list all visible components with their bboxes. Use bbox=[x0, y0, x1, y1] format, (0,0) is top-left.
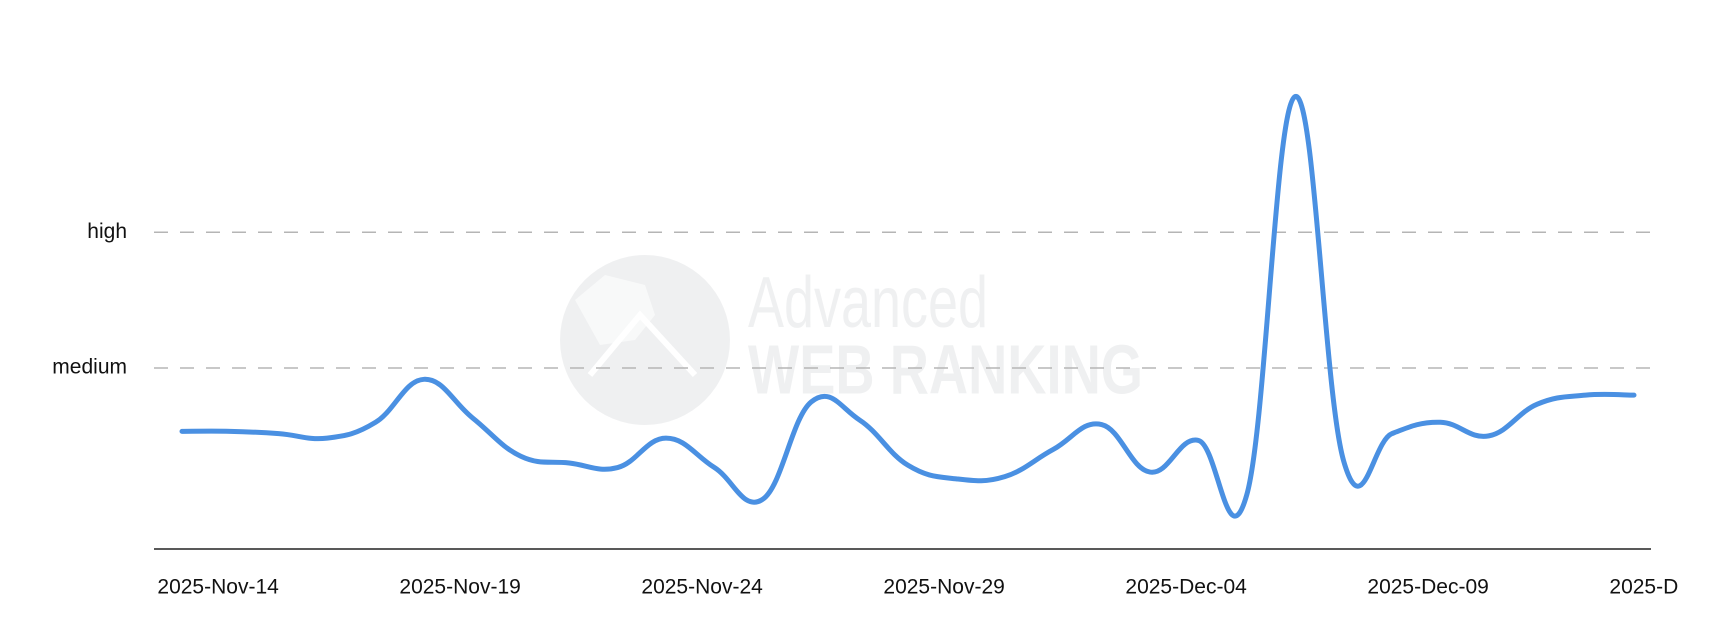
x-tick-label: 2025-Nov-24 bbox=[641, 576, 763, 599]
y-tick-label: medium bbox=[52, 356, 127, 379]
y-tick-label: high bbox=[87, 220, 127, 243]
x-tick-label: 2025-Nov-19 bbox=[399, 576, 520, 599]
watermark-text: Advanced bbox=[748, 263, 988, 343]
x-tick-label: 2025-D bbox=[1609, 576, 1678, 599]
x-tick-label: 2025-Dec-09 bbox=[1367, 576, 1488, 599]
line-series bbox=[179, 93, 1637, 519]
watermark-text: WEB RANKING bbox=[748, 330, 1143, 408]
x-tick-label: 2025-Dec-04 bbox=[1125, 576, 1247, 599]
x-tick-label: 2025-Nov-29 bbox=[883, 576, 1004, 599]
watermark-mountain bbox=[587, 310, 698, 378]
watermark-globe bbox=[560, 255, 730, 425]
watermark-land bbox=[575, 275, 655, 345]
x-tick-label: 2025-Nov-14 bbox=[157, 576, 279, 599]
watermark: Advanced WEB RANKING bbox=[560, 255, 1143, 425]
